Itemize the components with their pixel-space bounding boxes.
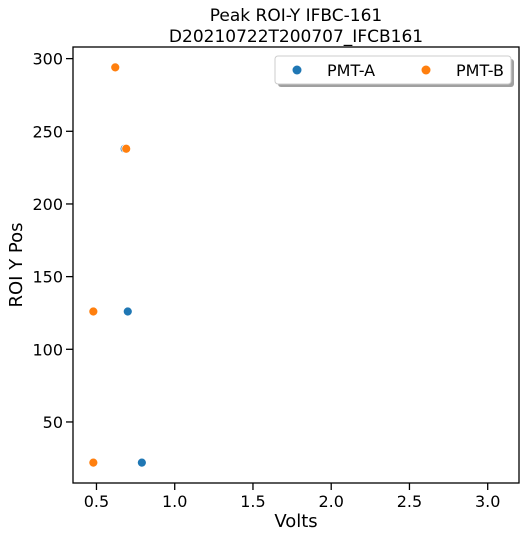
data-points bbox=[88, 62, 147, 468]
y-tick-label: 250 bbox=[32, 122, 63, 141]
point-pmt-b bbox=[121, 143, 132, 154]
y-tick-label: 300 bbox=[32, 50, 63, 69]
legend-label: PMT-A bbox=[327, 61, 375, 80]
point-pmt-b bbox=[110, 62, 121, 73]
y-tick-label: 50 bbox=[43, 413, 63, 432]
legend-marker bbox=[421, 65, 431, 75]
point-pmt-b bbox=[88, 306, 99, 317]
y-tick-label: 150 bbox=[32, 268, 63, 287]
legend-box bbox=[274, 55, 512, 85]
chart-subtitle: D20210722T200707_IFCB161 bbox=[169, 27, 423, 47]
x-tick-label: 1.0 bbox=[162, 492, 187, 511]
point-pmt-a bbox=[122, 306, 133, 317]
chart-title: Peak ROI-Y IFBC-161 bbox=[210, 6, 383, 26]
y-tick-label: 100 bbox=[32, 340, 63, 359]
y-axis: 50 100 150 200 250 300 bbox=[32, 50, 73, 432]
y-tick-label: 200 bbox=[32, 195, 63, 214]
x-tick-label: 2.5 bbox=[397, 492, 422, 511]
plot-frame bbox=[72, 46, 520, 484]
x-tick-label: 2.0 bbox=[318, 492, 343, 511]
legend-label: PMT-B bbox=[456, 61, 504, 80]
x-axis-label: Volts bbox=[274, 511, 317, 532]
x-axis: 0.5 1.0 1.5 2.0 2.5 3.0 bbox=[84, 483, 500, 511]
x-tick-label: 0.5 bbox=[84, 492, 109, 511]
x-tick-label: 3.0 bbox=[475, 492, 500, 511]
point-pmt-a bbox=[136, 457, 147, 468]
legend: PMT-A PMT-B bbox=[274, 55, 514, 87]
y-axis-label: ROI Y Pos bbox=[6, 222, 27, 307]
legend-marker bbox=[292, 65, 302, 75]
point-pmt-b bbox=[88, 457, 99, 468]
x-tick-label: 1.5 bbox=[240, 492, 265, 511]
